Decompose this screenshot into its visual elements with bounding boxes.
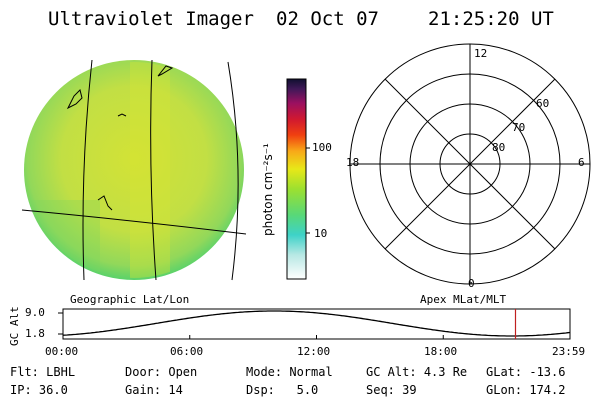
coast-3 bbox=[117, 113, 127, 117]
earth-image bbox=[21, 59, 247, 281]
info-flt: Flt: LBHL bbox=[10, 365, 76, 379]
geo-grid bbox=[21, 59, 247, 281]
x-tick-label-2359: 23:59 bbox=[552, 345, 586, 358]
y-tick-label-1.8: 1.8 bbox=[25, 327, 45, 340]
x-tick-label-0000: 00:00 bbox=[45, 345, 79, 358]
mlt-label-6: 6 bbox=[578, 156, 585, 169]
earth-bright-band bbox=[130, 62, 170, 278]
altitude-x-ticks bbox=[62, 335, 571, 339]
lat-label-70: 70 bbox=[512, 121, 526, 134]
mlt-label-12: 12 bbox=[474, 47, 488, 60]
coast-2 bbox=[157, 65, 174, 77]
info-gc-alt: GC Alt: 4.3 Re bbox=[366, 365, 468, 379]
meridian-3 bbox=[227, 61, 239, 281]
x-tick-label-1200: 12:00 bbox=[297, 345, 331, 358]
altitude-ylabel: GC Alt bbox=[8, 306, 21, 346]
info-gain: Gain: 14 bbox=[125, 383, 183, 397]
colorbar-scale bbox=[286, 78, 307, 280]
coast-1 bbox=[66, 89, 83, 110]
info-door: Door: Open bbox=[125, 365, 198, 379]
meridian-2 bbox=[150, 59, 157, 281]
parallel-1 bbox=[21, 209, 247, 235]
polar-plot bbox=[349, 43, 591, 285]
geographic-label: Geographic Lat/Lon bbox=[70, 293, 190, 306]
colorbar-label-100: 100 bbox=[312, 141, 332, 154]
info-dsp: Dsp: 5.0 bbox=[246, 383, 319, 397]
apex-label: Apex MLat/MLT bbox=[420, 293, 507, 306]
polar-diagonal-2 bbox=[384, 78, 556, 250]
date-label: 02 Oct 07 bbox=[276, 8, 379, 30]
coast-4 bbox=[97, 195, 113, 211]
info-glon: GLon: 174.2 bbox=[486, 383, 566, 397]
colorbar-unit-label: photon cm⁻²s⁻¹ bbox=[261, 143, 275, 236]
altitude-curve bbox=[62, 310, 571, 337]
info-glat: GLat: -13.6 bbox=[486, 365, 566, 379]
earth-disk bbox=[24, 60, 244, 280]
meridian-1 bbox=[82, 59, 93, 281]
info-seq: Seq: 39 bbox=[366, 383, 417, 397]
coastlines bbox=[66, 65, 174, 211]
time-label: 21:25:20 UT bbox=[428, 8, 554, 30]
x-tick-label-1800: 18:00 bbox=[424, 345, 458, 358]
lat-label-80: 80 bbox=[492, 141, 506, 154]
x-tick-label-0600: 06:00 bbox=[170, 345, 204, 358]
colorbar-label-10: 10 bbox=[314, 227, 328, 240]
mlt-label-0: 0 bbox=[468, 277, 475, 290]
altitude-panel bbox=[58, 308, 571, 340]
lat-label-60: 60 bbox=[536, 97, 550, 110]
info-ip: IP: 36.0 bbox=[10, 383, 68, 397]
mlt-label-18: 18 bbox=[346, 156, 360, 169]
info-mode: Mode: Normal bbox=[246, 365, 333, 379]
colorbar bbox=[286, 78, 310, 280]
y-tick-label-9: 9.0 bbox=[25, 306, 45, 319]
instrument-title: Ultraviolet Imager bbox=[48, 8, 254, 30]
